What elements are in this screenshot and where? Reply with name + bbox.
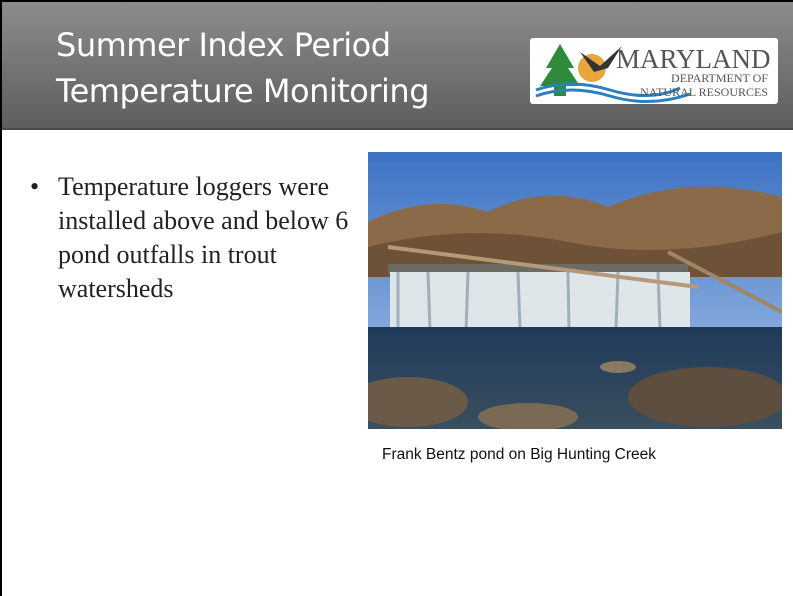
logo-graphic: MARYLAND DEPARTMENT OF NATURAL RESOURCES (530, 38, 778, 104)
slide: Summer Index Period Temperature Monitori… (0, 0, 793, 596)
photo-shape (628, 367, 782, 427)
header: Summer Index Period Temperature Monitori… (2, 2, 793, 130)
title-line: Summer Index Period (56, 26, 391, 64)
photo-shape (600, 361, 636, 373)
photo-caption: Frank Bentz pond on Big Hunting Creek (382, 446, 656, 464)
logo: MARYLAND DEPARTMENT OF NATURAL RESOURCES (530, 38, 778, 104)
page: Summer Index Period Temperature Monitori… (0, 0, 793, 596)
logo-line: DEPARTMENT OF (671, 71, 768, 85)
photo (368, 152, 782, 429)
logo-line: NATURAL RESOURCES (640, 85, 768, 99)
logo-name: MARYLAND (616, 44, 771, 74)
title-line: Temperature Monitoring (56, 72, 429, 110)
bullet-text: Temperature loggers were installed above… (30, 170, 378, 306)
